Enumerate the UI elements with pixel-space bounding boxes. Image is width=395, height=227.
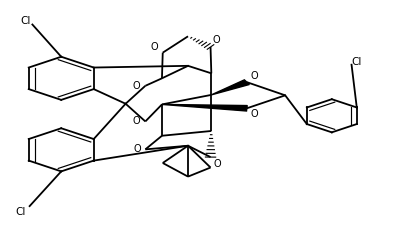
Text: O: O xyxy=(214,159,221,169)
Text: O: O xyxy=(251,71,258,81)
Text: O: O xyxy=(133,81,141,91)
Text: O: O xyxy=(133,116,141,126)
Text: Cl: Cl xyxy=(21,16,31,26)
Text: Cl: Cl xyxy=(15,207,25,217)
Text: O: O xyxy=(134,144,141,154)
Text: O: O xyxy=(213,35,220,45)
Text: O: O xyxy=(251,109,258,119)
Polygon shape xyxy=(211,80,249,95)
Text: O: O xyxy=(150,42,158,52)
Polygon shape xyxy=(162,104,247,111)
Text: Cl: Cl xyxy=(352,57,362,67)
